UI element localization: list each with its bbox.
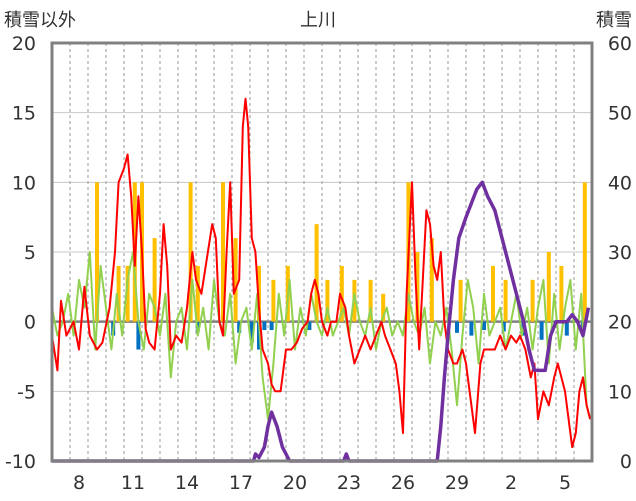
negative-bar: [262, 321, 267, 331]
plot-frame: [50, 41, 594, 463]
precip-bar: [195, 265, 200, 322]
left-tick-label: 10: [12, 172, 36, 194]
x-tick-label: 29: [445, 472, 469, 494]
left-tick-label: 15: [12, 103, 36, 125]
right-tick-label: 10: [608, 381, 632, 403]
left-tick-label: 0: [24, 312, 36, 334]
x-tick-label: 26: [391, 472, 415, 494]
precip-bar: [125, 265, 130, 322]
left-axis-label: 積雪以外: [4, 10, 76, 31]
precip-bar: [339, 265, 344, 322]
x-tick-label: 23: [337, 472, 361, 494]
precip-bar: [530, 279, 535, 322]
precip-bar: [415, 252, 420, 322]
x-tick-label: 14: [175, 472, 199, 494]
negative-bar: [455, 321, 459, 333]
precip-bar: [458, 279, 463, 322]
snow-depth-line: [52, 180, 591, 463]
negative-bar: [249, 321, 254, 343]
precip-bar: [188, 182, 193, 322]
precip-bar: [271, 279, 276, 322]
negative-bar: [307, 321, 312, 331]
precip-bar: [368, 279, 373, 322]
x-tick-label: 11: [121, 472, 145, 494]
precip-bar: [325, 279, 330, 322]
series-lines: [51, 97, 592, 463]
left-tick-label: 5: [24, 242, 36, 264]
negative-bar: [564, 321, 569, 336]
precip-bar: [503, 279, 508, 322]
right-tick-label: 60: [608, 33, 632, 55]
secondary-line: [51, 251, 592, 421]
precip-bar: [381, 293, 386, 322]
temperature-line: [51, 97, 592, 449]
negative-bar: [136, 321, 141, 350]
precip-bar: [429, 238, 434, 322]
precip-bar: [559, 265, 564, 322]
left-tick-label: 20: [12, 33, 36, 55]
right-axis-label: 積雪: [596, 10, 632, 31]
precip-bar: [221, 182, 225, 322]
right-tick-label: 50: [608, 103, 632, 125]
x-tick-label: 17: [229, 472, 253, 494]
chart-title: 上川: [300, 10, 336, 31]
x-tick-label: 5: [559, 472, 571, 494]
precip-bar: [95, 182, 99, 322]
negative-bar: [237, 321, 242, 333]
right-tick-label: 0: [620, 451, 632, 473]
precip-bar: [546, 252, 551, 322]
precip-bar: [233, 238, 238, 322]
x-tick-label: 2: [505, 472, 517, 494]
right-tick-label: 40: [608, 172, 632, 194]
precip-bar: [152, 238, 157, 322]
left-tick-label: -5: [17, 381, 36, 403]
left-tick-label: -10: [5, 451, 36, 473]
negative-bar: [539, 321, 544, 340]
negative-bar: [469, 321, 474, 336]
negative-bar: [501, 321, 506, 332]
x-tick-label: 8: [73, 472, 85, 494]
precip-bar: [314, 224, 319, 322]
precip-bar: [491, 265, 495, 322]
precip-bar: [582, 182, 587, 322]
x-tick-label: 20: [283, 472, 307, 494]
negative-bar: [269, 321, 274, 331]
plot-border: [50, 41, 594, 463]
negative-bar: [482, 321, 486, 331]
right-tick-label: 30: [608, 242, 632, 264]
precip-bar: [116, 265, 121, 322]
right-tick-label: 20: [608, 312, 632, 334]
